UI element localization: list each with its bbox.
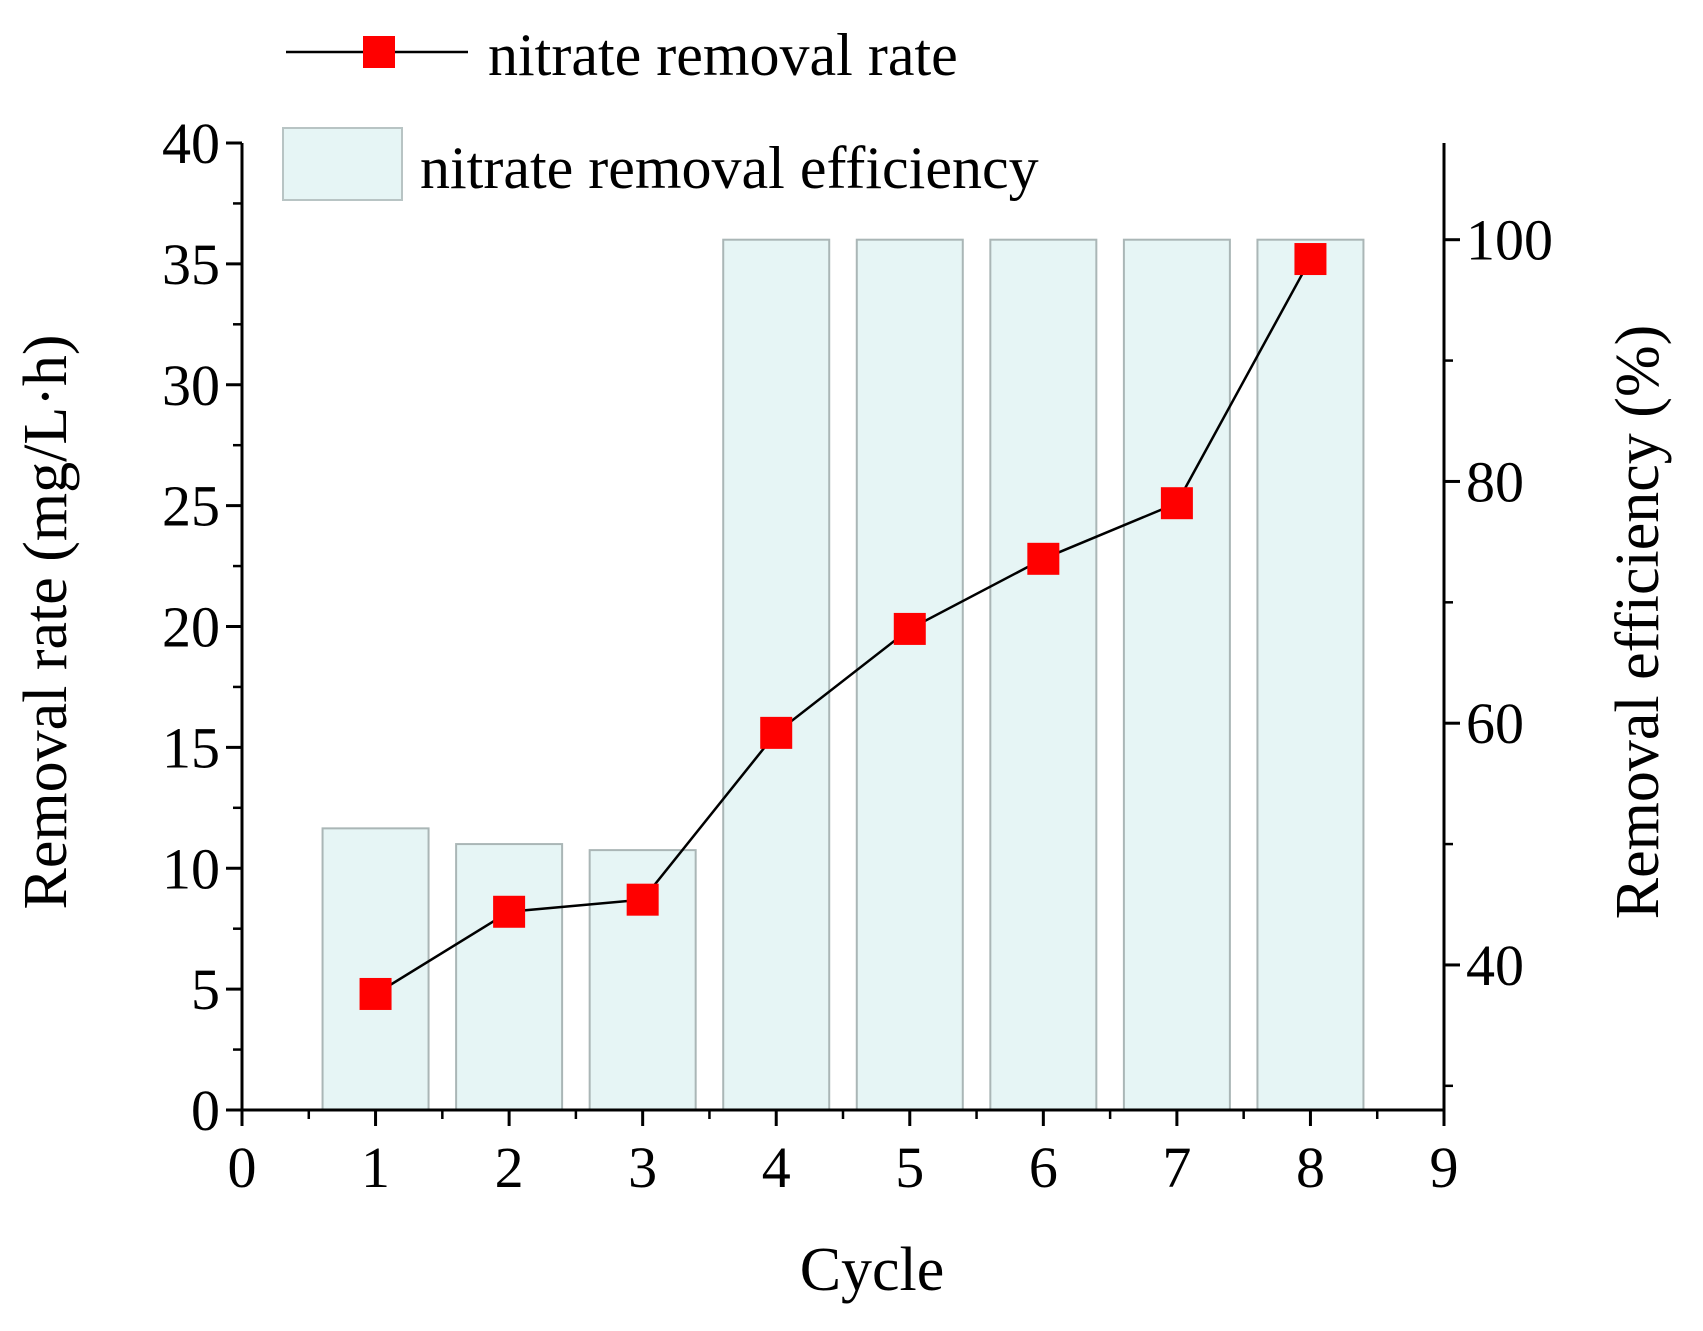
rate-point bbox=[760, 716, 793, 749]
y-left-tick-label: 35 bbox=[162, 232, 220, 297]
y-left-tick-label: 5 bbox=[191, 957, 220, 1022]
y-right-tick-label: 80 bbox=[1466, 449, 1524, 514]
rate-point bbox=[359, 977, 392, 1010]
x-tick-label: 9 bbox=[1430, 1135, 1459, 1200]
x-tick-label: 0 bbox=[228, 1135, 257, 1200]
x-tick-label: 1 bbox=[361, 1135, 390, 1200]
y-left-tick-label: 40 bbox=[162, 111, 220, 176]
y-right-tick-label: 100 bbox=[1466, 208, 1553, 273]
x-tick-label: 4 bbox=[762, 1135, 791, 1200]
x-tick-label: 8 bbox=[1296, 1135, 1325, 1200]
efficiency-bar bbox=[1256, 238, 1365, 1111]
legend-bar-swatch bbox=[282, 127, 403, 201]
legend-label-efficiency: nitrate removal efficiency bbox=[420, 135, 1039, 201]
legend-label-rate: nitrate removal rate bbox=[488, 22, 958, 88]
x-axis-title: Cycle bbox=[800, 1236, 945, 1304]
rate-point bbox=[1160, 487, 1193, 520]
ticks: 0 1 2 3 4 5 6 7 8 9 0 5 10 15 20 25 30 35 40 40 60 80 100 bbox=[162, 111, 1553, 1200]
y-left-tick-label: 20 bbox=[162, 595, 220, 660]
x-tick-label: 2 bbox=[495, 1135, 524, 1200]
rate-point bbox=[893, 612, 926, 645]
rate-point bbox=[493, 895, 526, 928]
legend-line-marker bbox=[363, 36, 395, 68]
efficiency-bar bbox=[722, 238, 831, 1111]
y-left-tick-label: 0 bbox=[191, 1078, 220, 1143]
efficiency-bar bbox=[1122, 238, 1231, 1111]
rate-line bbox=[374, 258, 1312, 996]
y-left-tick-label: 30 bbox=[162, 353, 220, 418]
y-right-tick-label: 60 bbox=[1466, 691, 1524, 756]
y-left-tick-label: 10 bbox=[162, 836, 220, 901]
rate-point bbox=[1027, 542, 1060, 575]
efficiency-bar bbox=[989, 238, 1098, 1111]
x-tick-label: 5 bbox=[895, 1135, 924, 1200]
efficiency-bar bbox=[855, 238, 964, 1111]
rate-line-series bbox=[359, 243, 1327, 1010]
y-right-tick-label: 40 bbox=[1466, 933, 1524, 998]
rate-point bbox=[626, 883, 659, 916]
right-axis-title: Removal efficiency (%) bbox=[1604, 325, 1672, 919]
y-left-tick-label: 25 bbox=[162, 474, 220, 539]
efficiency-bars bbox=[321, 238, 1365, 1112]
efficiency-bar bbox=[455, 843, 564, 1111]
left-axis-title: Removal rate (mg/L·h) bbox=[12, 334, 80, 909]
x-tick-label: 6 bbox=[1029, 1135, 1058, 1200]
efficiency-bar bbox=[321, 827, 430, 1112]
x-tick-label: 7 bbox=[1162, 1135, 1191, 1200]
y-left-tick-label: 15 bbox=[162, 715, 220, 780]
legend: nitrate removal rate nitrate removal eff… bbox=[282, 22, 1039, 201]
x-tick-label: 3 bbox=[628, 1135, 657, 1200]
rate-point bbox=[1294, 243, 1327, 276]
